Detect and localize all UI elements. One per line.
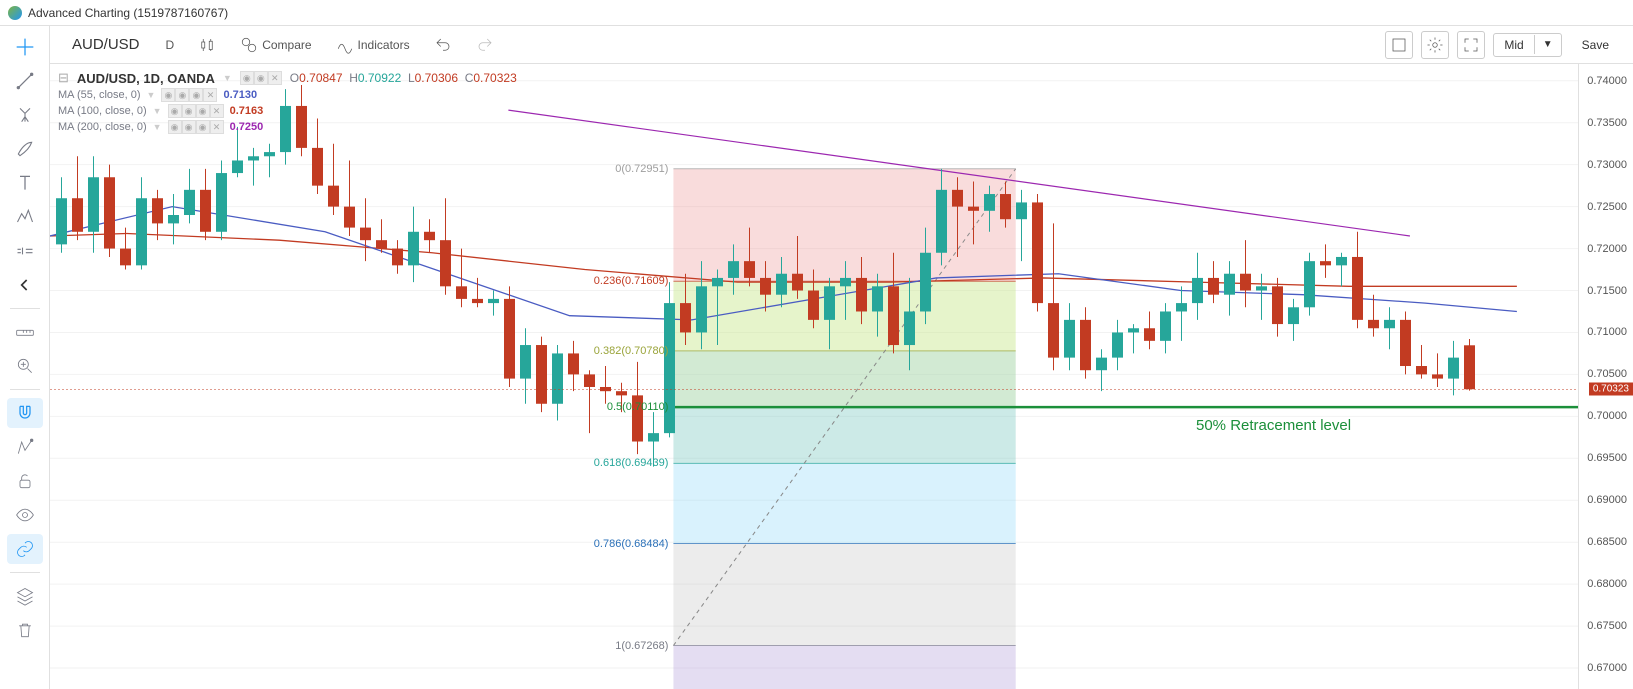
symbol-selector[interactable]: AUD/USD	[62, 32, 150, 57]
ma-indicator-row: MA (200, close, 0)▼◉◉◉✕0.7250	[58, 120, 517, 134]
price-axis[interactable]: 0.74000 0.73500 0.73000 0.72500 0.72000 0.715…	[1578, 64, 1633, 689]
price-tick: 0.72000	[1587, 243, 1627, 255]
lock-drawings-icon[interactable]	[7, 432, 43, 462]
ma-indicator-row: MA (100, close, 0)▼◉◉◉✕0.7163	[58, 104, 517, 118]
indicators-button[interactable]: Indicators	[328, 32, 418, 58]
price-tick: 0.70000	[1587, 410, 1627, 422]
chart-container[interactable]: ⊟ AUD/USD, 1D, OANDA ▼ ◉◉✕ O0.70847 H0.7…	[50, 64, 1633, 689]
divider	[10, 572, 40, 573]
price-tick: 0.71500	[1587, 285, 1627, 297]
chevron-down-icon: ▼	[1534, 35, 1561, 54]
save-button[interactable]: Save	[1570, 34, 1621, 56]
settings-icon[interactable]	[1421, 31, 1449, 59]
retracement-annotation: 50% Retracement level	[1196, 417, 1351, 434]
brush-tool-icon[interactable]	[7, 134, 43, 164]
price-tick: 0.73000	[1587, 159, 1627, 171]
price-tick: 0.69500	[1587, 452, 1627, 464]
zoom-tool-icon[interactable]	[7, 351, 43, 381]
fib-level-label: 0.786(0.68484)	[578, 538, 668, 550]
chevron-down-icon[interactable]: ▼	[153, 106, 162, 116]
link-icon[interactable]	[7, 534, 43, 564]
drawing-toolbar	[0, 26, 50, 689]
back-icon[interactable]	[7, 270, 43, 300]
price-tick: 0.67500	[1587, 620, 1627, 632]
unlock-icon[interactable]	[7, 466, 43, 496]
candle-style-icon[interactable]	[190, 32, 224, 58]
content: AUD/USD D Compare Indicators Mid▼ Save ⊟…	[50, 26, 1633, 689]
pitchfork-tool-icon[interactable]	[7, 100, 43, 130]
chart-topbar: AUD/USD D Compare Indicators Mid▼ Save	[50, 26, 1633, 64]
price-tick: 0.69000	[1587, 494, 1627, 506]
fib-level-label: 0.5(0.70110)	[578, 401, 668, 413]
trendline-tool-icon[interactable]	[7, 66, 43, 96]
chart-canvas[interactable]: ⊟ AUD/USD, 1D, OANDA ▼ ◉◉✕ O0.70847 H0.7…	[50, 64, 1578, 689]
chevron-down-icon[interactable]: ▼	[223, 73, 232, 83]
price-tick: 0.73500	[1587, 117, 1627, 129]
price-type-select[interactable]: Mid▼	[1493, 33, 1561, 57]
window-titlebar: Advanced Charting (1519787160767)	[0, 0, 1633, 26]
redo-icon[interactable]	[468, 32, 502, 58]
price-tick: 0.67000	[1587, 662, 1627, 674]
ma-indicator-row: MA (55, close, 0)▼◉◉◉✕0.7130	[58, 88, 517, 102]
window-title: Advanced Charting (1519787160767)	[28, 6, 228, 20]
chevron-down-icon[interactable]: ▼	[147, 90, 156, 100]
compare-label: Compare	[262, 38, 311, 52]
pattern-tool-icon[interactable]	[7, 202, 43, 232]
price-tick: 0.70500	[1587, 368, 1627, 380]
snapshot-icon[interactable]	[1385, 31, 1413, 59]
price-tick: 0.68500	[1587, 536, 1627, 548]
text-tool-icon[interactable]	[7, 168, 43, 198]
study-action-badges[interactable]: ◉◉◉✕	[168, 120, 224, 134]
symbol-header: AUD/USD, 1D, OANDA	[77, 71, 215, 86]
price-tick: 0.72500	[1587, 201, 1627, 213]
fib-level-label: 0.618(0.69439)	[578, 457, 668, 469]
interval-selector[interactable]: D	[158, 34, 183, 56]
fib-level-label: 0.382(0.70780)	[578, 345, 668, 357]
indicators-label: Indicators	[358, 38, 410, 52]
main: AUD/USD D Compare Indicators Mid▼ Save ⊟…	[0, 26, 1633, 689]
study-action-badges[interactable]: ◉◉✕	[240, 71, 282, 85]
crosshair-tool-icon[interactable]	[7, 32, 43, 62]
fib-level-label: 1(0.67268)	[578, 640, 668, 652]
collapse-icon[interactable]: ⊟	[58, 70, 69, 86]
compare-button[interactable]: Compare	[232, 32, 319, 58]
trash-icon[interactable]	[7, 615, 43, 645]
price-tick: 0.74000	[1587, 75, 1627, 87]
fib-level-label: 0.236(0.71609)	[578, 275, 668, 287]
study-action-badges[interactable]: ◉◉◉✕	[168, 104, 224, 118]
price-tick: 0.68000	[1587, 578, 1627, 590]
ohlc-readout: O0.70847 H0.70922 L0.70306 C0.70323	[290, 71, 517, 85]
eye-icon[interactable]	[7, 500, 43, 530]
chart-header-overlay: ⊟ AUD/USD, 1D, OANDA ▼ ◉◉✕ O0.70847 H0.7…	[58, 70, 517, 134]
magnet-tool-icon[interactable]	[7, 398, 43, 428]
undo-icon[interactable]	[426, 32, 460, 58]
divider	[10, 308, 40, 309]
study-action-badges[interactable]: ◉◉◉✕	[161, 88, 217, 102]
forecast-tool-icon[interactable]	[7, 236, 43, 266]
app-logo-icon	[8, 6, 22, 20]
last-price-badge: 0.70323	[1589, 383, 1633, 396]
ruler-tool-icon[interactable]	[7, 317, 43, 347]
divider	[10, 389, 40, 390]
fullscreen-icon[interactable]	[1457, 31, 1485, 59]
layers-icon[interactable]	[7, 581, 43, 611]
chevron-down-icon[interactable]: ▼	[153, 122, 162, 132]
price-tick: 0.71000	[1587, 326, 1627, 338]
fib-level-label: 0(0.72951)	[578, 163, 668, 175]
